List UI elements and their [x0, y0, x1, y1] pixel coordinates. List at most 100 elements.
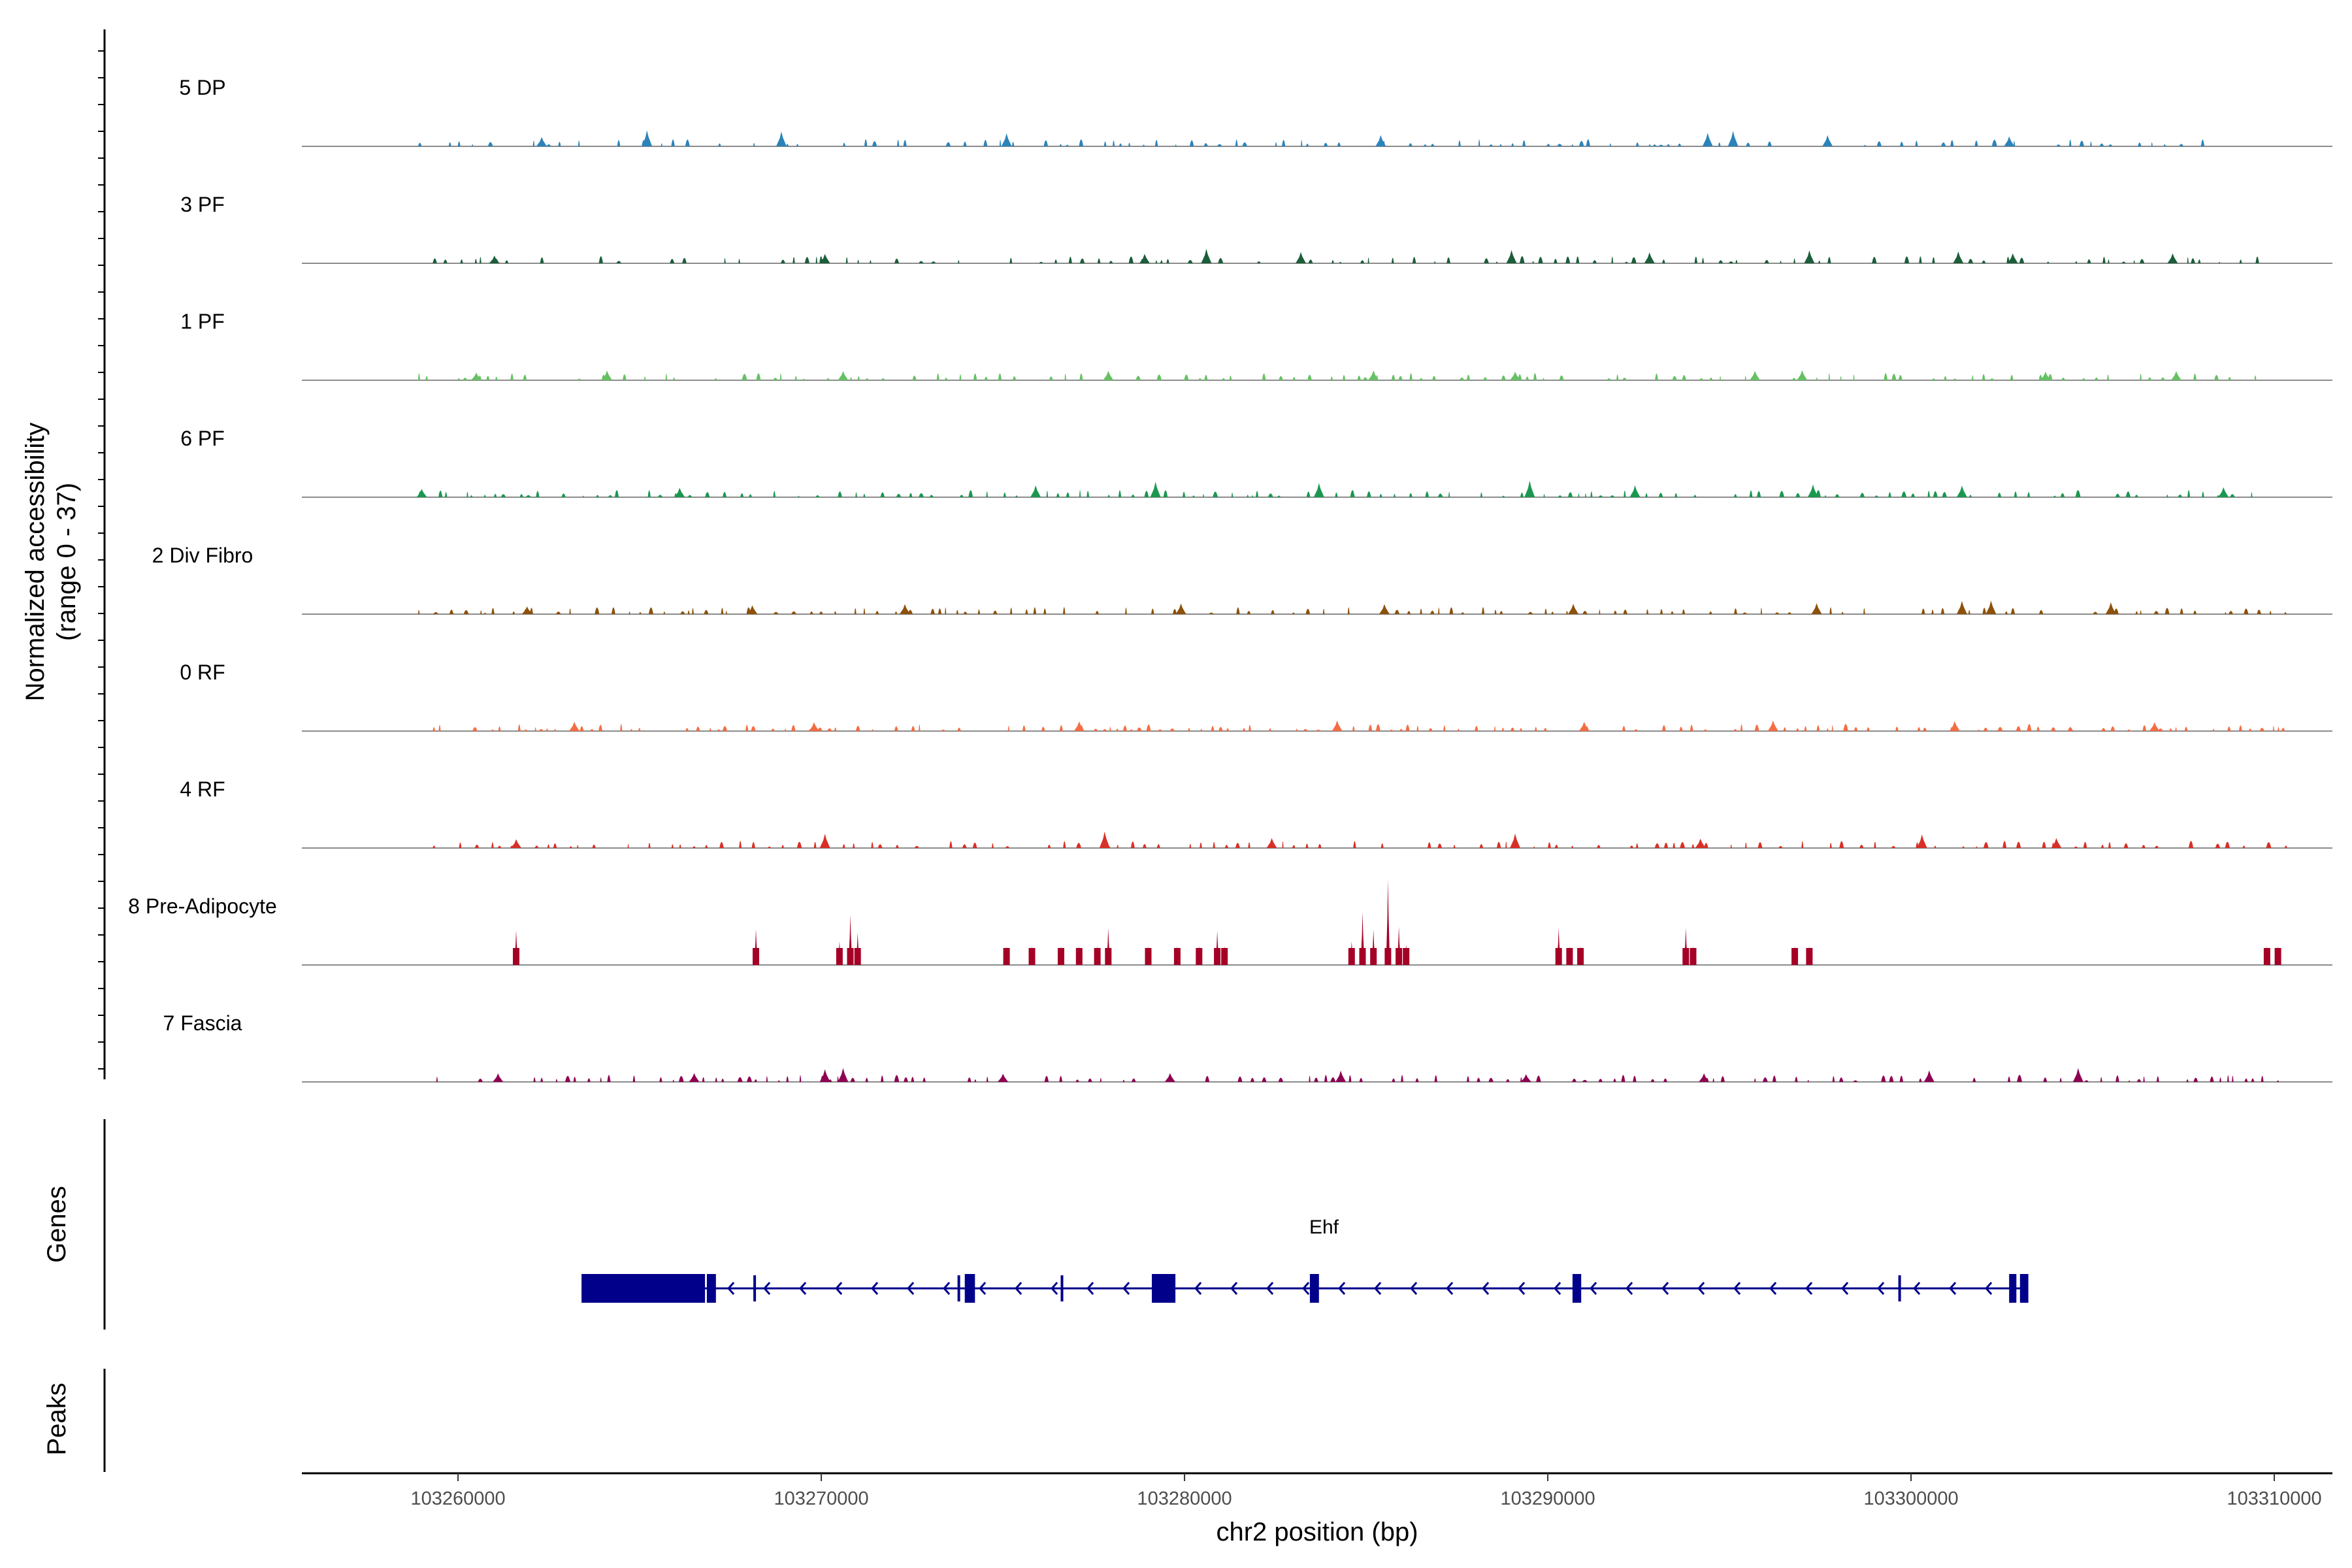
- coverage-peak: [689, 1073, 700, 1082]
- coverage-bump: [754, 1079, 757, 1082]
- coverage-bump: [687, 610, 690, 614]
- coverage-bump: [792, 257, 795, 263]
- y-axis-title-line2: (range 0 - 37): [52, 483, 81, 641]
- coverage-bump: [1682, 609, 1686, 614]
- coverage-bump: [1116, 728, 1119, 731]
- coverage-bump: [714, 378, 717, 380]
- coverage-bump: [553, 843, 557, 848]
- coverage-bump: [2059, 1077, 2062, 1082]
- coverage-bump: [463, 378, 468, 380]
- coverage-bump: [1043, 140, 1048, 146]
- gene-label-ehf: Ehf: [1309, 1217, 1339, 1238]
- coverage-bump: [2148, 377, 2152, 380]
- coverage-bump: [1457, 728, 1460, 731]
- coverage-bump: [1997, 727, 2003, 731]
- coverage-bump: [696, 727, 700, 731]
- coverage-bump: [881, 1075, 884, 1082]
- coverage-bump: [1409, 493, 1413, 497]
- coverage-bump: [670, 259, 675, 263]
- x-tick-label: 103300000: [1863, 1488, 1958, 1509]
- coverage-bump: [1237, 1076, 1243, 1082]
- coverage-bump: [1459, 377, 1465, 380]
- coverage-bump: [1392, 1078, 1396, 1082]
- coverage-bump: [963, 141, 967, 146]
- coverage-bump: [1409, 143, 1413, 146]
- coverage-bump: [1633, 1075, 1637, 1082]
- coverage-bump: [1597, 845, 1601, 848]
- coverage-bump: [1166, 259, 1169, 263]
- coverage-bump: [433, 612, 438, 614]
- coverage-bump: [1262, 373, 1266, 380]
- coverage-bump: [2093, 612, 2098, 614]
- coverage-bump: [2090, 141, 2092, 146]
- coverage-bump: [425, 376, 428, 380]
- track-label: 6 PF: [180, 427, 225, 450]
- coverage-bump: [483, 612, 487, 614]
- coverage-bump: [1217, 144, 1222, 146]
- coverage-bump: [616, 261, 621, 263]
- coverage-bump: [1757, 491, 1761, 497]
- coverage-bump: [1796, 728, 1799, 731]
- coverage-bump: [1079, 490, 1081, 497]
- coverage-bump: [1479, 843, 1484, 848]
- coverage-peak: [416, 489, 427, 497]
- coverage-bump: [1520, 728, 1522, 731]
- coverage-bump: [1262, 1077, 1267, 1082]
- coverage-peak: [2007, 253, 2018, 263]
- coverage-bump: [1982, 374, 1985, 380]
- coverage-bump: [1428, 728, 1433, 731]
- coverage-bump: [1122, 1079, 1125, 1082]
- coverage-bump: [2175, 727, 2177, 731]
- coverage-bump: [596, 495, 599, 497]
- coverage-bump: [1330, 376, 1333, 380]
- coverage-bump: [1330, 1077, 1336, 1082]
- gene-exon: [581, 1274, 706, 1303]
- coverage-peak: [1139, 253, 1150, 263]
- strand-arrow: [1194, 1282, 1202, 1295]
- coverage-peak: [1520, 1074, 1531, 1082]
- coverage-bump: [1655, 373, 1658, 380]
- coverage-bump: [1635, 142, 1639, 146]
- coverage-bump: [1859, 844, 1864, 848]
- coverage-bump: [417, 373, 420, 380]
- coverage-peak: [489, 255, 500, 263]
- coverage-bump: [472, 727, 478, 731]
- coverage-bump: [1359, 1077, 1363, 1082]
- coverage-peak-base: [854, 948, 861, 965]
- coverage-bump: [854, 608, 857, 614]
- coverage-bump: [992, 843, 994, 848]
- coverage-bump: [2187, 257, 2189, 263]
- coverage-bump: [2166, 494, 2168, 497]
- coverage-bump: [1536, 1075, 1541, 1082]
- coverage-bump: [1599, 609, 1601, 614]
- coverage-bump: [1247, 611, 1251, 614]
- coverage-bump: [598, 256, 603, 263]
- coverage-bump: [709, 728, 711, 731]
- coverage-bump: [1974, 140, 1978, 146]
- coverage-peak: [1510, 371, 1520, 380]
- coverage-bump: [555, 1079, 558, 1082]
- coverage-bump: [1709, 378, 1713, 380]
- coverage-bump: [2193, 610, 2197, 614]
- coverage-bump: [1982, 608, 1986, 614]
- x-axis-ticks: 103260000 103270000 103280000 103290000 1033…: [410, 1473, 2322, 1509]
- coverage-bump: [1598, 495, 1603, 497]
- coverage-bump: [1218, 727, 1223, 731]
- coverage-bump: [930, 608, 935, 614]
- coverage-bump: [1130, 729, 1134, 731]
- gene-exon: [2019, 1274, 2029, 1303]
- coverage-bump: [974, 1079, 977, 1082]
- coverage-bump: [972, 842, 977, 848]
- coverage-peak: [838, 1068, 849, 1082]
- coverage-bump: [2278, 727, 2279, 731]
- coverage-bump: [766, 1076, 768, 1082]
- coverage-peak: [1313, 483, 1324, 497]
- coverage-bump: [2218, 261, 2221, 263]
- coverage-bump: [671, 139, 675, 146]
- coverage-bump: [1501, 727, 1505, 731]
- coverage-bump: [534, 727, 536, 731]
- coverage-peak: [2051, 838, 2062, 848]
- strand-arrow: [1266, 1282, 1274, 1295]
- coverage-bump: [692, 608, 694, 614]
- coverage-bump: [894, 611, 898, 614]
